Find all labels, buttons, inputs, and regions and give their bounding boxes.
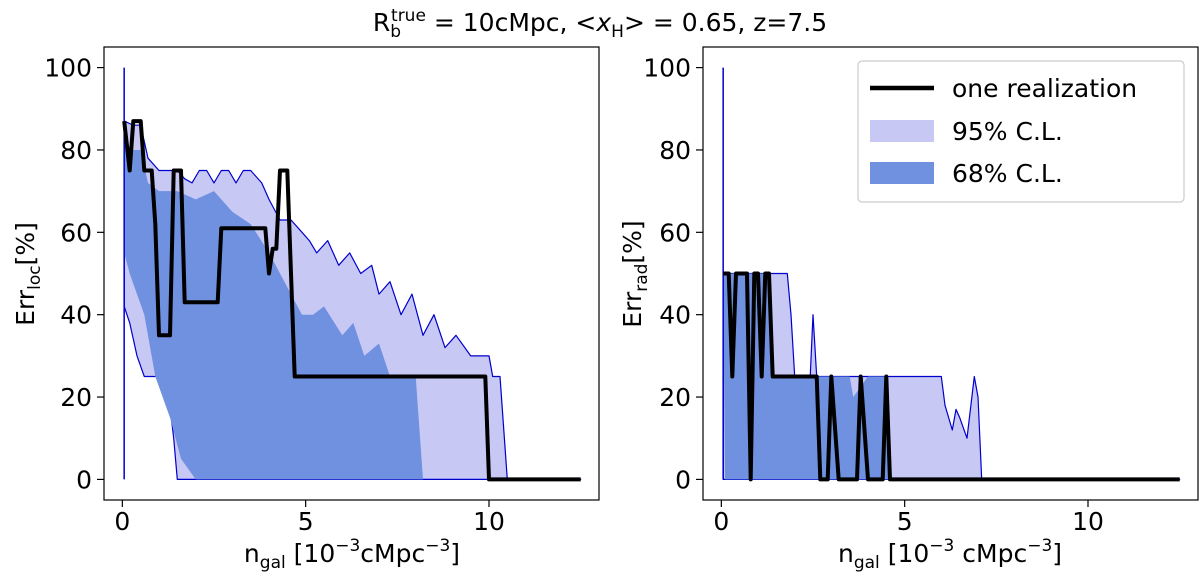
y-ticks-left: 0 20 40 60 80 100 [44,54,104,494]
right-xlabel-exp2: −3 [1027,536,1052,556]
legend-swatch-ci68 [870,162,934,184]
right-ylabel-main: Err [618,291,647,328]
right-ylabel-sub: rad [632,264,652,292]
right-ylabel: Errrad[%] [618,220,652,327]
legend-swatch-ci95 [870,120,934,142]
right-xlabel-sub: gal [854,553,880,573]
legend: one realization 95% C.L. 68% C.L. [857,60,1185,203]
y-tick-label: 80 [659,136,691,165]
realization-line-left [122,119,581,482]
left-ylabel-sub: loc [25,265,45,289]
y-tick-label: 0 [675,465,691,494]
y-ticks-right: 0 20 40 60 80 100 [643,54,703,494]
x-ticks-right: 0 5 10 [713,500,1104,536]
y-tick-label: 20 [659,383,691,412]
title-mid: = 10cMpc, < [426,8,596,37]
right-xlabel-exp: −3 [929,536,954,556]
right-xlabel-main: n [838,539,854,568]
legend-box [857,60,1185,203]
x-tick-label: 0 [713,507,729,536]
right-xlabel-unit2: cMpc [954,539,1027,568]
y-tick-label: 20 [60,383,92,412]
title-r: R [373,8,390,37]
y-tick-label: 60 [659,218,691,247]
left-xlabel: ngal [10−3cMpc−3] [244,536,460,573]
left-xlabel-unit2: cMpc [360,539,425,568]
x-tick-label: 10 [1072,507,1104,536]
realization-line-right [723,271,1180,482]
y-tick-label: 40 [60,301,92,330]
left-xlabel-main: n [244,539,260,568]
title-x-sub: H [611,22,624,42]
y-tick-label: 80 [60,136,92,165]
left-xlabel-close: ] [450,539,460,568]
title-x: x [595,8,611,37]
title-rest: > = 0.65, z=7.5 [624,8,827,37]
realization-line [723,271,1180,482]
realization-line [122,119,581,482]
title-r-sub: b [390,22,401,42]
y-tick-label: 40 [659,301,691,330]
right-xlabel-close: ] [1052,539,1062,568]
right-plot-frame [702,46,1199,501]
left-ylabel: Errloc[%] [11,222,45,326]
right-xlabel-unit: [10 [880,539,930,568]
left-xlabel-unit: [10 [286,539,336,568]
right-xlabel: ngal [10−3 cMpc−3] [838,536,1062,573]
left-plot-frame [103,46,600,501]
y-tick-label: 60 [60,218,92,247]
left-xlabel-exp: −3 [335,536,360,556]
x-tick-label: 5 [897,507,913,536]
figure-title: Rbtrue = 10cMpc, <xH> = 0.65, z=7.5 [373,6,827,42]
legend-label-ci68: 68% C.L. [952,159,1063,188]
ci68-band [124,141,423,480]
y-tick-label: 0 [76,465,92,494]
left-xlabel-sub: gal [260,553,286,573]
legend-label-realization: one realization [952,74,1137,103]
y-tick-label: 100 [44,54,92,83]
x-tick-label: 10 [473,507,505,536]
left-ylabel-unit: [%] [11,222,40,265]
x-ticks-left: 0 5 10 [114,500,505,536]
left-ylabel-main: Err [11,289,40,326]
legend-label-ci95: 95% C.L. [952,117,1063,146]
ci68-band-left [124,141,423,480]
y-tick-label: 100 [643,54,691,83]
left-xlabel-exp2: −3 [425,536,450,556]
title-r-sup: true [391,6,426,26]
right-ylabel-unit: [%] [618,220,647,263]
x-tick-label: 5 [298,507,314,536]
x-tick-label: 0 [114,507,130,536]
